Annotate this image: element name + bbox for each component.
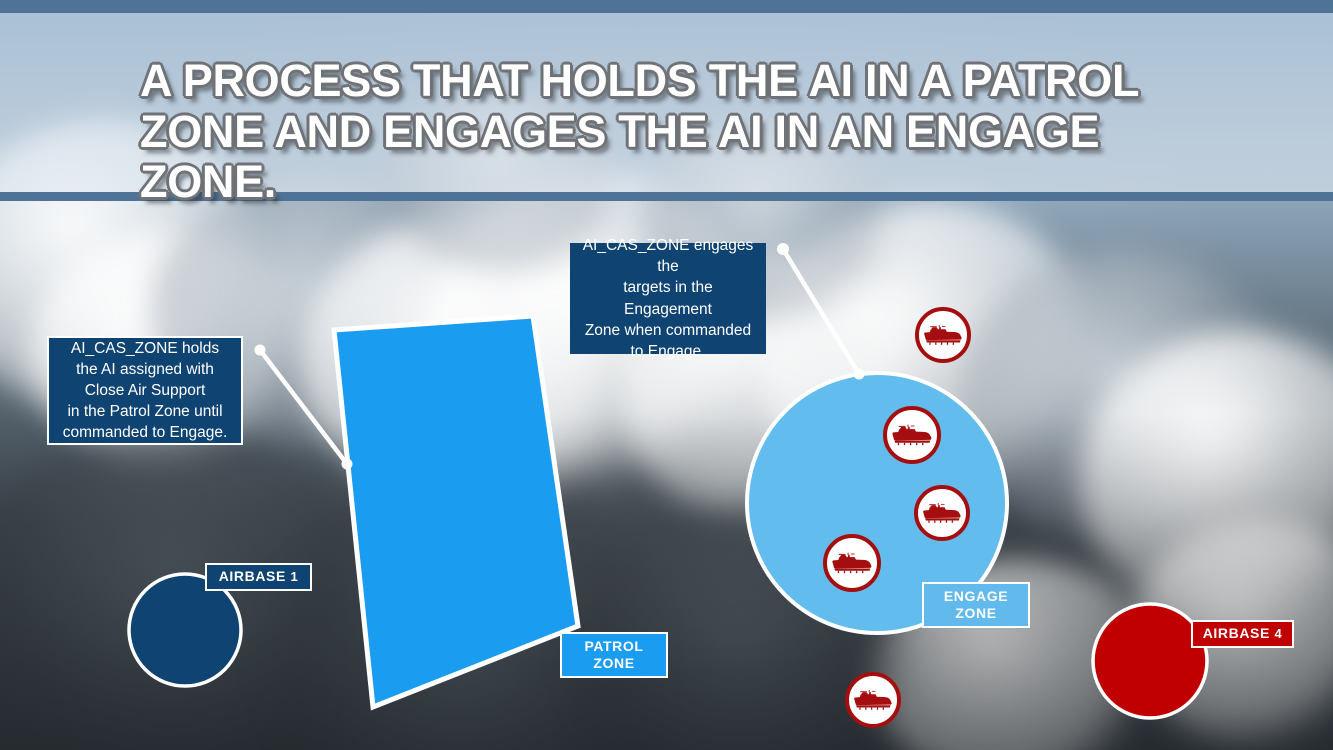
- airbase-4-circle[interactable]: [1091, 602, 1209, 720]
- leader-line-patrol: [254, 344, 353, 470]
- callout-patrol-line-5: commanded to Engage.: [62, 424, 228, 442]
- patrol-zone-polygon[interactable]: [331, 313, 581, 711]
- label-engage-zone-line-1: ENGAGE: [943, 587, 1009, 604]
- callout-patrol-line-3: Close Air Support: [84, 381, 206, 399]
- label-patrol-zone-line-2: ZONE: [593, 655, 635, 671]
- header-band: [0, 13, 1333, 192]
- tank-marker-5[interactable]: [845, 672, 901, 728]
- label-airbase-1-number: 1: [290, 568, 299, 584]
- callout-engage-line-4: to Engage.: [630, 342, 706, 360]
- callout-patrol-zone[interactable]: AI_CAS_ZONE holds the AI assigned with C…: [47, 336, 243, 445]
- tank-marker-4[interactable]: [823, 534, 881, 592]
- header-strip-top: [0, 0, 1333, 13]
- callout-engage-line-2: targets in the Engagement: [623, 279, 713, 318]
- engage-zone-circle[interactable]: [745, 371, 1009, 635]
- label-engage-zone-line-2: ZONE: [955, 605, 997, 621]
- label-airbase-1-name: AIRBASE: [218, 568, 286, 585]
- label-airbase-1[interactable]: AIRBASE 1: [205, 563, 312, 591]
- tank-marker-1[interactable]: [915, 307, 971, 363]
- airbase-1-circle[interactable]: [127, 572, 243, 688]
- callout-patrol-line-2: the AI assigned with: [76, 360, 214, 378]
- tank-marker-2[interactable]: [883, 406, 941, 464]
- callout-patrol-line-4: in the Patrol Zone until: [67, 403, 223, 421]
- label-engage-zone[interactable]: ENGAGE ZONE: [922, 582, 1030, 628]
- tank-marker-3[interactable]: [914, 485, 970, 541]
- callout-patrol-line-1: AI_CAS_ZONE holds: [70, 339, 220, 357]
- label-patrol-zone[interactable]: PATROL ZONE: [560, 632, 668, 678]
- callout-engage-zone[interactable]: AI_CAS_ZONE engages the targets in the E…: [570, 237, 766, 360]
- leader-line-engage: [777, 243, 865, 380]
- callout-engage-line-3: Zone when commanded: [584, 321, 752, 339]
- page-title: A PROCESS THAT HOLDS THE AI IN A PATROL …: [140, 55, 1139, 207]
- callout-engage-line-1: AI_CAS_ZONE engages the: [582, 237, 754, 276]
- label-patrol-zone-line-1: PATROL: [584, 637, 644, 654]
- header-strip-bottom: [0, 192, 1333, 201]
- label-airbase-4[interactable]: AIRBASE 4: [1191, 620, 1294, 648]
- label-airbase-4-number: 4: [1274, 625, 1283, 641]
- label-airbase-4-name: AIRBASE: [1202, 625, 1270, 642]
